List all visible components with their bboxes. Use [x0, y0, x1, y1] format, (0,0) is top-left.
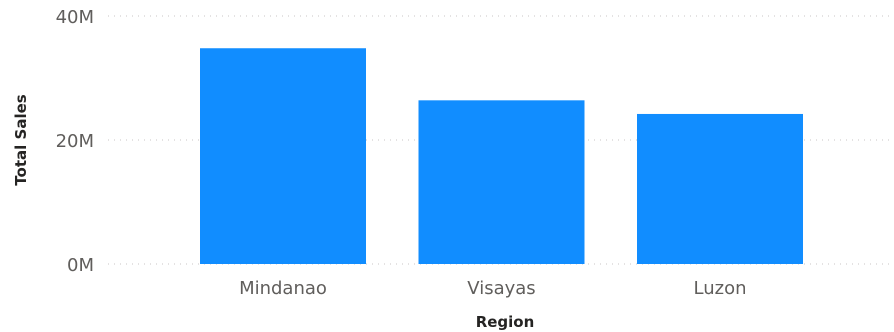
y-tick-label: 0M	[67, 255, 94, 276]
x-axis-title: Region	[476, 313, 535, 331]
bar-visayas[interactable]	[418, 100, 585, 264]
y-tick-label: 40M	[56, 7, 94, 28]
bars	[200, 48, 803, 265]
y-tick-label: 20M	[56, 131, 94, 152]
x-tick-label: Mindanao	[239, 278, 327, 299]
x-tick-label: Luzon	[694, 278, 747, 299]
x-tick-label: Visayas	[467, 278, 535, 299]
bar-luzon[interactable]	[637, 113, 803, 265]
y-axis-ticks: 0M 20M 40M	[56, 7, 94, 276]
x-axis-ticks: Mindanao Visayas Luzon	[239, 278, 746, 299]
y-axis-title: Total Sales	[12, 94, 30, 185]
bar-mindanao[interactable]	[200, 48, 366, 264]
